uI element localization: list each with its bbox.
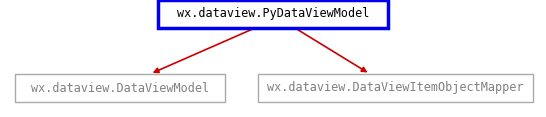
Bar xyxy=(258,74,532,102)
Text: wx.dataview.PyDataViewModel: wx.dataview.PyDataViewModel xyxy=(177,7,369,20)
Text: wx.dataview.DataViewModel: wx.dataview.DataViewModel xyxy=(31,82,209,95)
Bar xyxy=(158,0,388,28)
Text: wx.dataview.DataViewItemObjectMapper: wx.dataview.DataViewItemObjectMapper xyxy=(267,82,523,95)
Bar xyxy=(15,74,225,102)
